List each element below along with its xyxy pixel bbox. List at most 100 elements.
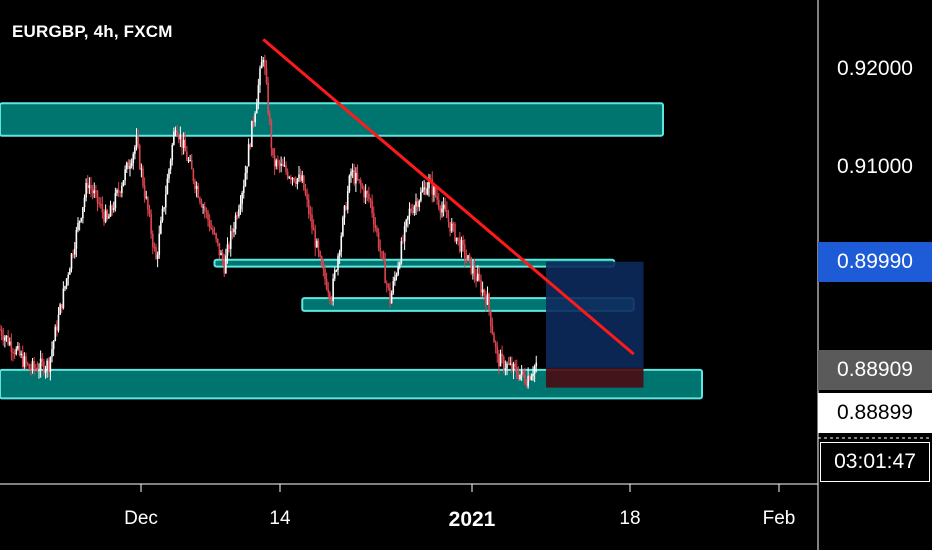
candle-body (56, 326, 58, 331)
candle-body (0, 329, 3, 336)
candle-body (10, 341, 13, 352)
candle-body (520, 370, 523, 375)
y-tick-label: 0.92000 (837, 57, 913, 80)
candle-body (368, 193, 370, 200)
candle-body (291, 177, 294, 180)
candle-body (234, 215, 237, 229)
candle-body (530, 376, 533, 380)
candle-body (459, 237, 461, 252)
candle-body (127, 162, 130, 169)
candle-body (452, 223, 455, 225)
candle-body (91, 189, 94, 194)
candle-body (483, 289, 486, 296)
candle-body (109, 205, 112, 217)
candle-body (423, 187, 425, 190)
candle-body (119, 192, 122, 194)
candle-body (333, 270, 336, 279)
candle-body (117, 189, 120, 193)
candle-body (411, 211, 414, 213)
candle-body (28, 364, 31, 370)
candle-body (397, 266, 399, 275)
candle-body (44, 369, 47, 373)
candle-body (189, 160, 191, 162)
candle-body (473, 266, 476, 277)
candle-body (101, 204, 104, 213)
candle-body (519, 374, 521, 380)
candle-body (457, 237, 460, 239)
candle-body (324, 269, 326, 280)
symbol-title: EURGBP, 4h, FXCM (12, 22, 173, 41)
candle-body (200, 201, 203, 207)
candle-body (257, 85, 260, 104)
candle-body (303, 175, 305, 190)
candle-body (64, 286, 66, 289)
candle-body (491, 325, 494, 334)
candle-body (236, 215, 239, 217)
candle-body (410, 208, 412, 212)
candle-body (532, 373, 534, 377)
candle-body (99, 204, 102, 206)
candle-body (509, 363, 512, 365)
candle-body (77, 222, 79, 230)
candle-body (413, 206, 416, 213)
candle-body (307, 199, 310, 214)
candle-body (298, 174, 300, 179)
candle-body (85, 182, 87, 198)
trendline-layer (262, 38, 635, 356)
candle-body (340, 235, 343, 252)
candle-body (164, 194, 167, 208)
candle-body (535, 362, 538, 367)
candle-body (150, 214, 152, 234)
candle-body (69, 268, 71, 275)
candle-body (231, 231, 234, 233)
candle-body (187, 160, 190, 162)
candle-body (2, 335, 5, 341)
candle-body (465, 258, 468, 260)
candle-body (229, 231, 232, 249)
candle-body (13, 353, 16, 355)
candle-body (73, 248, 76, 255)
x-tick-label: Dec (124, 508, 158, 529)
candle-body (166, 178, 169, 195)
candle-body (434, 186, 437, 196)
candle-body (394, 277, 396, 282)
candle-body (420, 191, 422, 201)
candle-body (145, 197, 148, 199)
candle-body (468, 255, 471, 258)
candle-body (381, 251, 383, 253)
candle-body (424, 187, 427, 195)
candle-body (168, 169, 170, 179)
candle-body (460, 240, 463, 252)
candle-body (517, 374, 520, 380)
candle-body (511, 363, 513, 371)
candle-body (122, 180, 125, 186)
candle-body (221, 252, 224, 262)
candle-body (151, 233, 154, 247)
candle-body (446, 209, 448, 218)
candle-body (192, 169, 195, 182)
candle-body (41, 358, 44, 362)
candle-body (36, 368, 39, 371)
candle-body (7, 335, 9, 345)
candle-body (488, 293, 490, 311)
candle-body (514, 363, 516, 367)
candle-body (374, 224, 377, 228)
candle-body (60, 304, 63, 309)
candle-body (239, 203, 242, 210)
candle-body (407, 216, 409, 220)
candle-body (317, 240, 320, 252)
candle-body (314, 230, 317, 248)
candle-body (140, 168, 143, 170)
candle-body (208, 219, 211, 228)
candle-body (47, 360, 50, 372)
candle-body (476, 273, 479, 281)
candle-body (95, 190, 97, 192)
zone-resistance (0, 102, 664, 137)
candle-body (296, 178, 299, 184)
candle-body (108, 216, 110, 219)
candle-body (39, 358, 42, 371)
position-stop-box (546, 367, 644, 388)
candle-body (244, 172, 247, 187)
candle-body (426, 188, 429, 195)
